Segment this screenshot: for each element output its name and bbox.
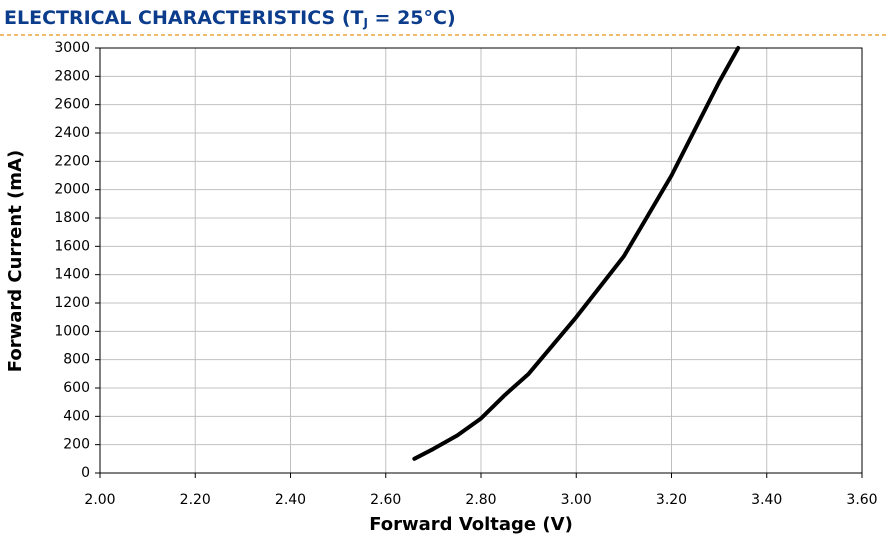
y-axis-label: Forward Current (mA) bbox=[5, 150, 26, 372]
x-tick-label: 2.00 bbox=[84, 492, 115, 508]
title-main: ELECTRICAL CHARACTERISTICS (T bbox=[4, 7, 363, 29]
plot-frame bbox=[99, 47, 863, 474]
x-axis-label: Forward Voltage (V) bbox=[369, 514, 573, 535]
y-tick-label: 1800 bbox=[54, 210, 90, 226]
y-tick-label: 1400 bbox=[54, 267, 90, 283]
y-tick-label: 1600 bbox=[54, 238, 90, 254]
y-tick-label: 400 bbox=[63, 408, 90, 424]
y-tick-label: 2400 bbox=[54, 125, 90, 141]
y-tick-label: 200 bbox=[63, 437, 90, 453]
x-tick-label: 3.60 bbox=[846, 492, 877, 508]
data-line bbox=[412, 46, 741, 461]
y-tick-label: 2600 bbox=[54, 97, 90, 113]
y-tick-label: 2800 bbox=[54, 68, 90, 84]
title-subscript: J bbox=[362, 16, 367, 30]
x-tick-label: 2.60 bbox=[370, 492, 401, 508]
y-tick-label: 2200 bbox=[54, 153, 90, 169]
title-end: = 25°C) bbox=[368, 7, 456, 29]
y-tick-label: 800 bbox=[63, 352, 90, 368]
y-tick-label: 3000 bbox=[54, 40, 90, 56]
y-tick-label: 0 bbox=[81, 465, 90, 481]
y-tick-label: 1200 bbox=[54, 295, 90, 311]
x-tick-label: 2.40 bbox=[275, 492, 306, 508]
chart-title: ELECTRICAL CHARACTERISTICS (TJ = 25°C) bbox=[4, 7, 456, 30]
x-tick-label: 3.00 bbox=[561, 492, 592, 508]
x-tick-label: 3.20 bbox=[656, 492, 687, 508]
x-tick-label: 2.20 bbox=[180, 492, 211, 508]
y-tick-label: 600 bbox=[63, 380, 90, 396]
x-tick-label: 3.40 bbox=[751, 492, 782, 508]
x-tick-label: 2.80 bbox=[465, 492, 496, 508]
y-tick-label: 2000 bbox=[54, 182, 90, 198]
y-tick-label: 1000 bbox=[54, 323, 90, 339]
